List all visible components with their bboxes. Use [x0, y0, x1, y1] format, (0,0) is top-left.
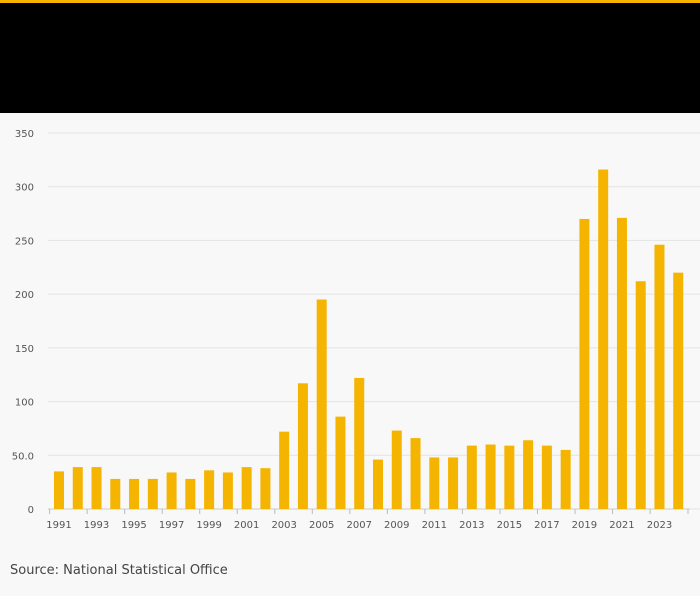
bar: [129, 478, 140, 509]
bar: [485, 444, 496, 509]
x-tick-label: 1995: [121, 520, 146, 531]
header-band: [0, 3, 700, 113]
bar: [316, 299, 327, 509]
y-tick-label: 50.0: [12, 451, 34, 462]
x-tick-label: 1997: [159, 520, 184, 531]
y-tick-label: 0: [28, 505, 34, 516]
x-tick-label: 2013: [459, 520, 484, 531]
y-tick-label: 150: [15, 344, 34, 355]
x-tick-label: 2023: [647, 520, 672, 531]
x-tick-label: 2019: [572, 520, 597, 531]
bar: [541, 445, 552, 509]
bar: [72, 467, 83, 509]
bar: [354, 377, 365, 509]
bar: [335, 416, 346, 509]
y-tick-label: 300: [15, 183, 34, 194]
bar: [166, 472, 177, 509]
bar: [466, 445, 477, 509]
bar: [297, 383, 308, 509]
bar-chart: 0 50.0 100 150 200 250 300 350 1991 1993 1995 1997 1…: [12, 129, 700, 531]
bar: [523, 440, 534, 509]
bar: [429, 457, 440, 509]
y-tick-label: 100: [15, 398, 34, 409]
y-tick-label: 250: [15, 236, 34, 247]
bar: [260, 468, 271, 509]
bar: [204, 470, 215, 509]
bar: [448, 457, 459, 509]
y-tick-label: 200: [15, 290, 34, 301]
bar: [373, 459, 383, 509]
bar: [54, 471, 64, 509]
bar: [598, 169, 609, 510]
x-tick-label: 2021: [609, 520, 634, 531]
bar: [560, 449, 571, 509]
bar: [185, 478, 196, 509]
bar: [391, 430, 402, 509]
y-tick-label: 350: [15, 129, 34, 140]
x-tick-label: 2005: [309, 520, 334, 531]
x-tick-label: 2001: [234, 520, 259, 531]
bar: [579, 218, 590, 509]
bar: [504, 445, 515, 509]
bar: [147, 478, 158, 509]
x-tick-label: 2011: [422, 520, 447, 531]
x-tick-label: 2007: [347, 520, 372, 531]
x-tick-label: 2009: [384, 520, 409, 531]
x-tick-label: 2015: [497, 520, 522, 531]
x-tick-label: 1991: [46, 520, 71, 531]
bar: [635, 281, 646, 509]
bar: [91, 467, 102, 509]
bar: [241, 467, 252, 509]
top-accent-rule: [0, 0, 700, 3]
chart-area: 0 50.0 100 150 200 250 300 350 1991 1993 1995 1997 1…: [0, 113, 700, 553]
x-tick-label: 1993: [84, 520, 109, 531]
source-note: Source: National Statistical Office: [10, 563, 228, 578]
bar: [279, 431, 290, 509]
bar: [673, 272, 684, 509]
bar: [110, 478, 121, 509]
bar: [410, 438, 421, 509]
x-tick-label: 2003: [271, 520, 296, 531]
bar: [616, 217, 627, 509]
bar: [222, 472, 233, 509]
x-tick-label: 1999: [196, 520, 221, 531]
x-tick-label: 2017: [534, 520, 559, 531]
bar: [654, 244, 665, 509]
